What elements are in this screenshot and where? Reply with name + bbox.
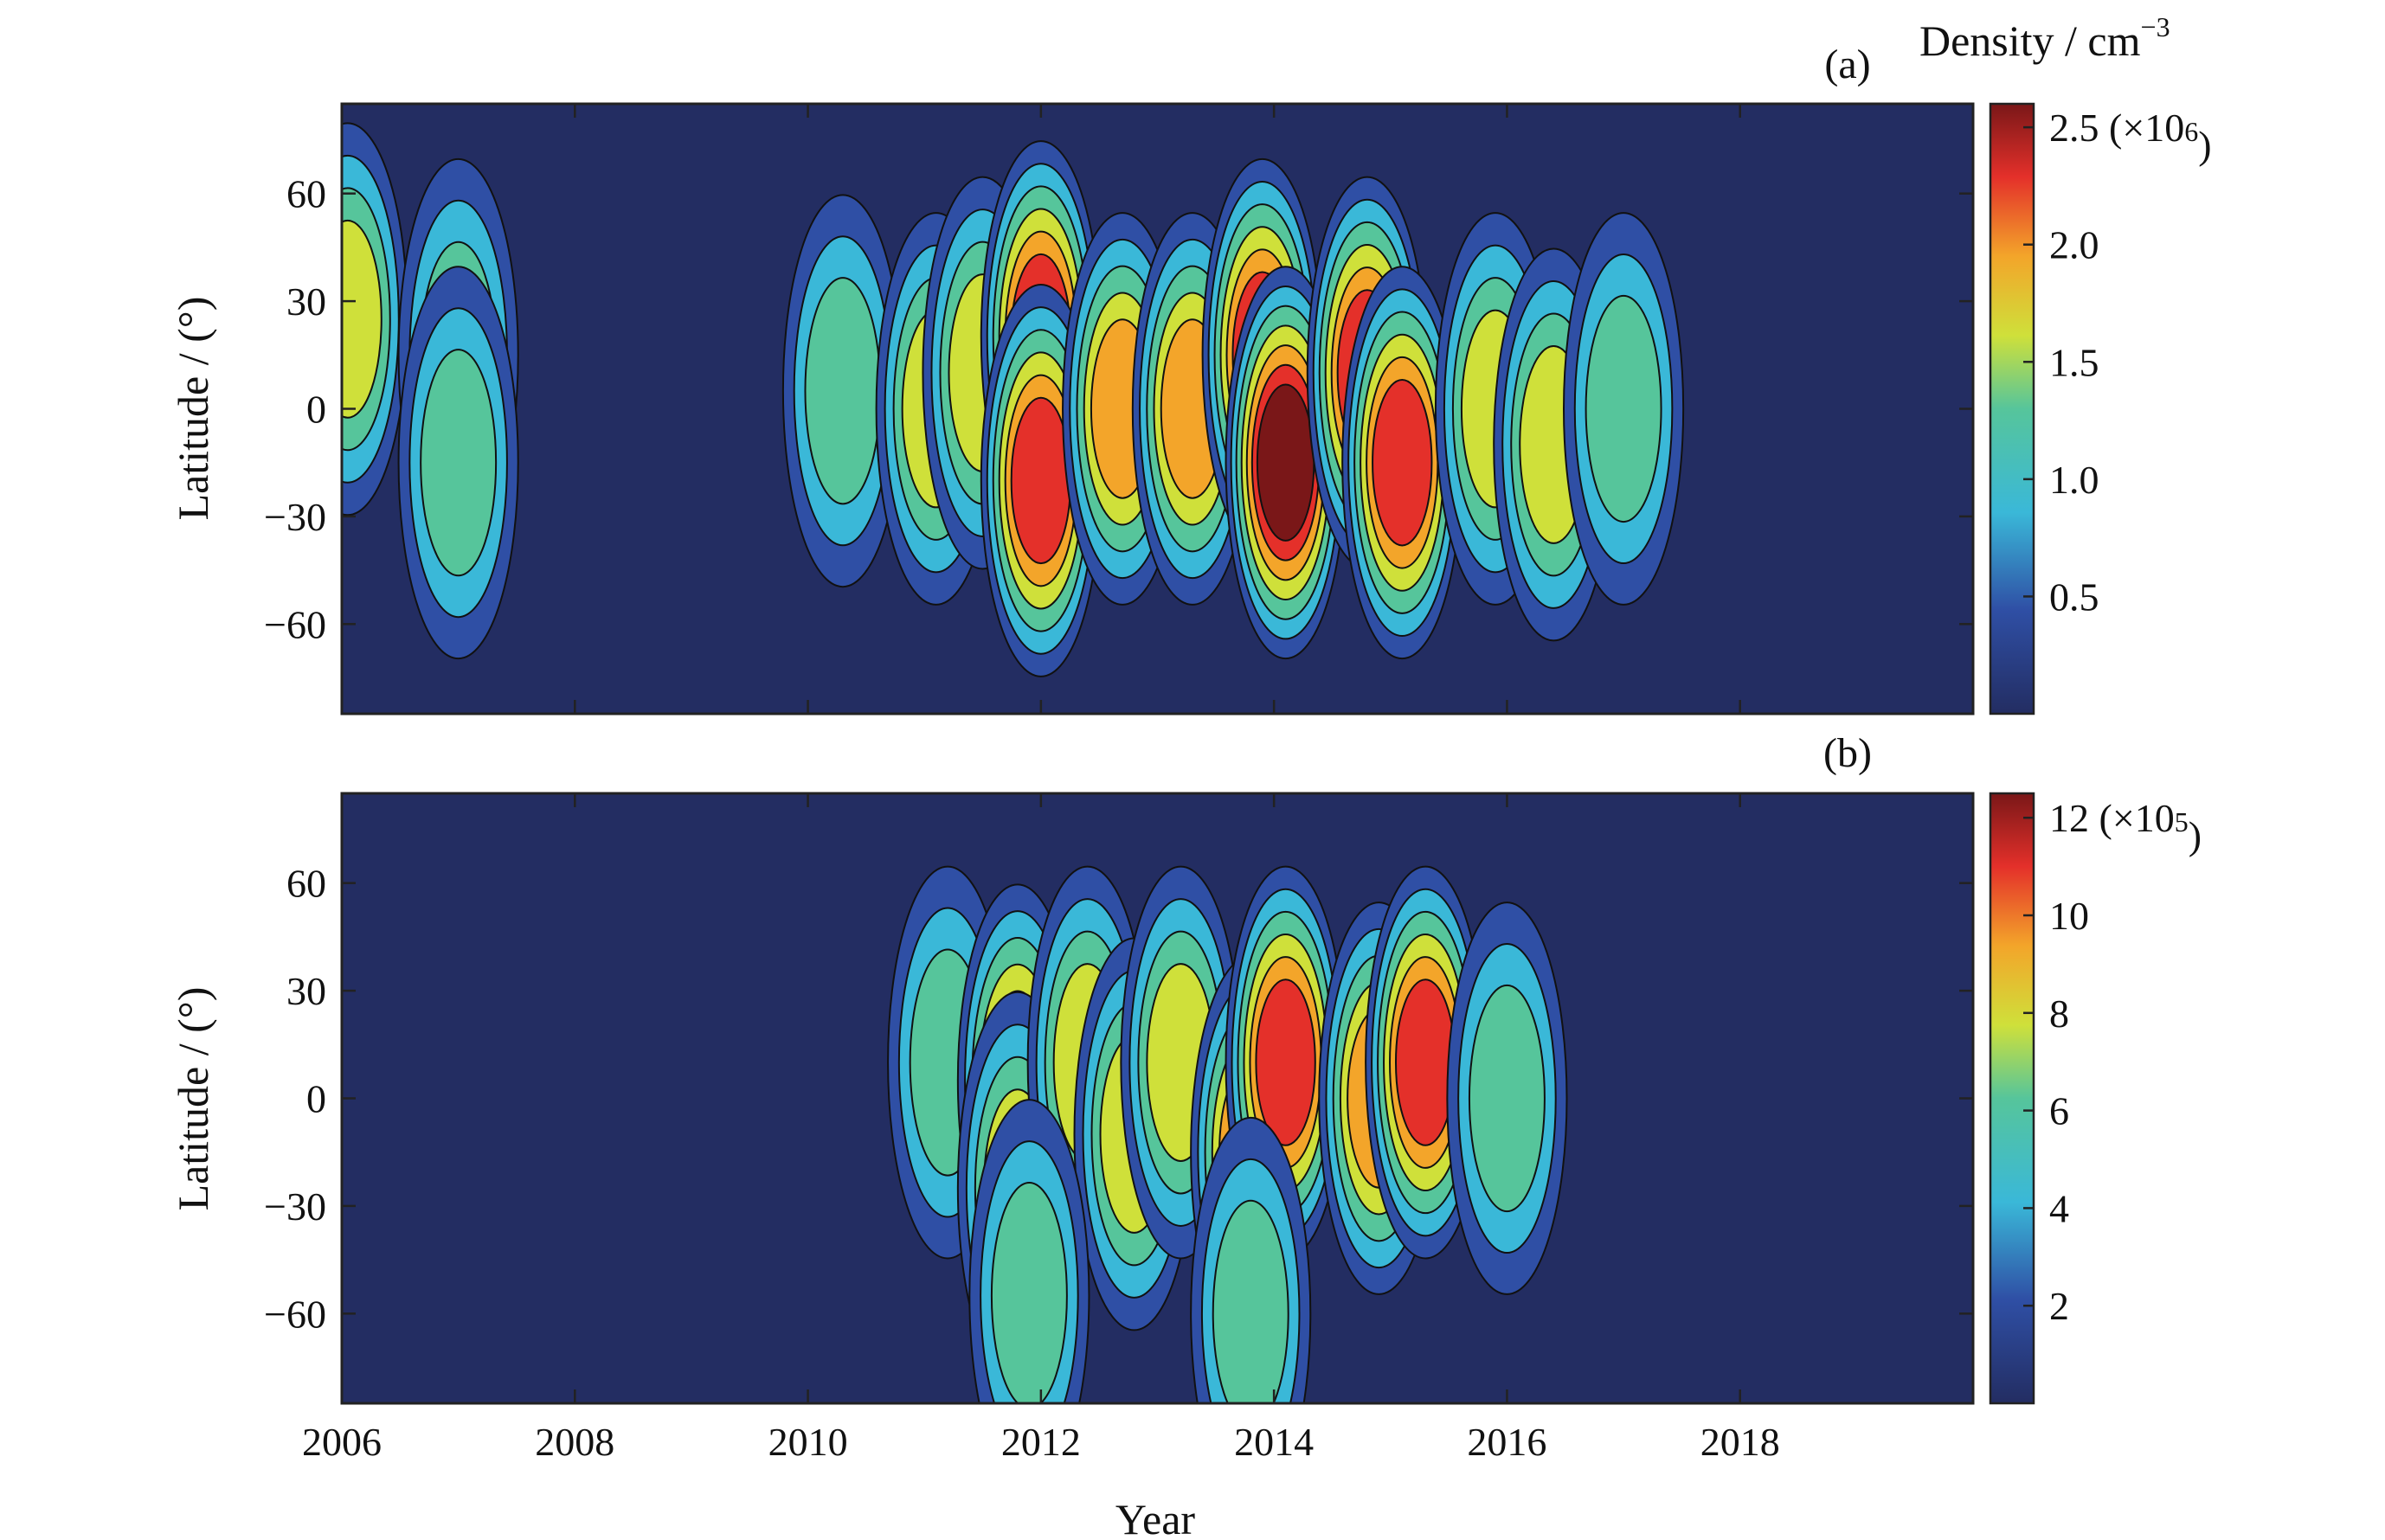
x-tick-label: 2010 — [768, 1420, 848, 1464]
x-axis-label: Year — [1115, 1495, 1195, 1540]
colorbar-multiplier-exp-value: 5 — [2175, 806, 2189, 837]
colorbar-multiplier-exp-value: 6 — [2184, 116, 2198, 147]
colorbar-b-ticks: 12 (×105) 10 8 6 4 2 — [2023, 796, 2202, 1328]
colorbar-tick-label: 2.5 (×106) — [2049, 106, 2212, 167]
panel-b-ylabel: Latitude / (°) — [169, 987, 217, 1211]
colorbar-tick-label: 1.0 — [2049, 458, 2099, 502]
colorbar-a-title-exp: −3 — [2141, 11, 2170, 42]
contour-level — [1585, 294, 1662, 523]
contour-level — [1394, 979, 1456, 1146]
colorbar-tick-label: 6 — [2049, 1089, 2069, 1133]
panel-a-label: (a) — [1824, 42, 1870, 87]
density-peak — [342, 122, 408, 517]
x-tick-label: 2006 — [302, 1420, 382, 1464]
panel-a-ylabel: Latitude / (°) — [169, 297, 217, 521]
colorbar-tick-label: 4 — [2049, 1186, 2069, 1230]
contour-level — [1010, 396, 1072, 565]
panel-b-field — [887, 865, 1568, 1403]
colorbar-b: 12 (×105) 10 8 6 4 2 — [1989, 792, 2202, 1405]
colorbar-tick-label: 10 — [2049, 894, 2089, 938]
panel-a-field — [342, 122, 1685, 677]
contour-level — [1256, 383, 1315, 542]
y-tick-label: 0 — [306, 388, 326, 432]
y-tick-label: −30 — [264, 495, 326, 539]
colorbar-tick-label: 1.5 — [2049, 340, 2099, 384]
colorbar-a-title: Density / cm−3 — [1919, 11, 2170, 65]
panel-b: 60 30 0 −30 −60 2006 2008 2010 2012 2014 2016 2018… — [169, 730, 1975, 1464]
panel-b-label: (b) — [1823, 730, 1872, 776]
density-peak — [1341, 266, 1463, 660]
density-peak — [397, 266, 519, 660]
y-tick-label: 0 — [306, 1077, 326, 1121]
panel-b-y-ticks: 60 30 0 −30 −60 — [264, 862, 1973, 1336]
colorbar-tick-label: 0.5 — [2049, 574, 2099, 619]
colorbar-multiplier-close: ) — [2189, 813, 2202, 857]
x-tick-label: 2016 — [1467, 1420, 1546, 1464]
y-tick-label: −60 — [264, 1292, 326, 1336]
colorbar-tick-label: 8 — [2049, 991, 2069, 1036]
density-peak — [781, 194, 904, 588]
panel-b-x-ticks: 2006 2008 2010 2012 2014 2016 2018 — [302, 793, 1780, 1464]
contour-level — [342, 219, 382, 419]
x-tick-label: 2008 — [535, 1420, 614, 1464]
colorbar-tick-label: 2.0 — [2049, 223, 2099, 267]
y-tick-label: 30 — [286, 279, 326, 324]
density-peak — [1562, 212, 1685, 606]
contour-level — [804, 277, 882, 505]
colorbar-b-bar — [1989, 792, 2035, 1405]
colorbar-a: Density / cm−3 2.5 (×106) 2.0 1.5 1.0 0.5 — [1919, 11, 2212, 715]
colorbar-tick-label: 2 — [2049, 1284, 2069, 1328]
density-peak — [1365, 865, 1487, 1260]
x-tick-label: 2018 — [1700, 1420, 1780, 1464]
y-tick-label: −60 — [264, 602, 326, 646]
y-tick-label: 60 — [286, 862, 326, 906]
panel-a-y-ticks: 60 30 0 −30 −60 — [264, 104, 1973, 714]
y-tick-label: 30 — [286, 969, 326, 1013]
density-peak — [1190, 1116, 1312, 1403]
colorbar-tick-label: 12 (×105) — [2049, 796, 2202, 857]
x-tick-label: 2012 — [1001, 1420, 1081, 1464]
panel-a: 60 30 0 −30 −60 Latitude / (°) (a) — [169, 42, 1975, 715]
density-peak — [1446, 902, 1568, 1295]
y-tick-label: 60 — [286, 172, 326, 216]
contour-level — [1468, 984, 1546, 1213]
contour-level — [420, 349, 498, 577]
x-tick-label: 2014 — [1234, 1420, 1314, 1464]
contour-level — [1212, 1199, 1289, 1403]
colorbar-a-ticks: 2.5 (×106) 2.0 1.5 1.0 0.5 — [2023, 106, 2212, 619]
contour-level — [990, 1182, 1068, 1403]
density-peak — [968, 1099, 1090, 1403]
colorbar-a-title-text: Density / cm — [1919, 16, 2141, 65]
y-tick-label: −30 — [264, 1184, 326, 1229]
colorbar-a-bar — [1989, 102, 2035, 715]
contour-level — [1255, 979, 1316, 1146]
contour-level — [1372, 378, 1433, 547]
colorbar-multiplier-close: ) — [2198, 123, 2211, 167]
